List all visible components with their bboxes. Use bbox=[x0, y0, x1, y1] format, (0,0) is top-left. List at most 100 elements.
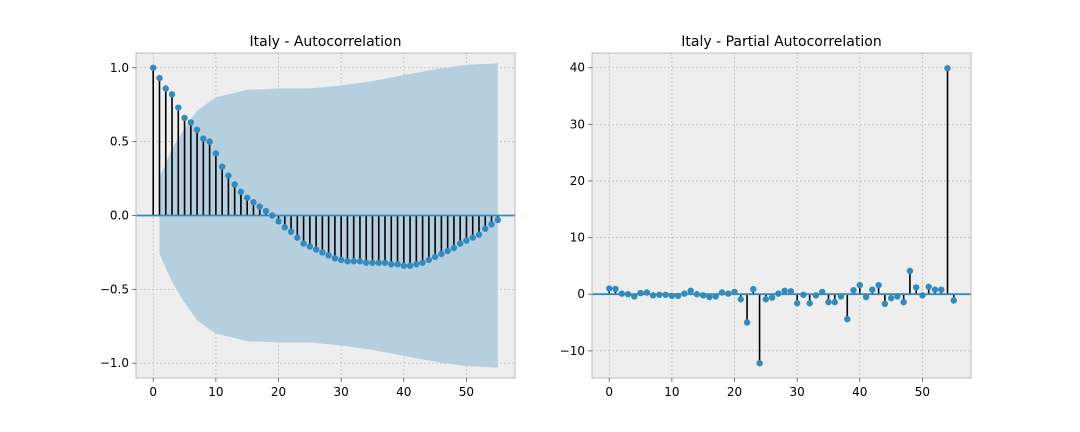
acf-point bbox=[306, 243, 314, 250]
acf-point bbox=[337, 256, 345, 264]
acf-point bbox=[319, 249, 326, 256]
acf-point bbox=[363, 259, 370, 266]
acf-x-tick-label: 50 bbox=[459, 385, 474, 399]
acf-point bbox=[381, 259, 389, 266]
acf-point bbox=[312, 246, 320, 253]
acf-point bbox=[225, 172, 232, 179]
pacf-point bbox=[800, 291, 807, 298]
pacf-point bbox=[718, 289, 726, 296]
acf-chart: 0 10 20 30 40 50 −1.0 −0.5 0.0 0.5 1.0 Italy - Auto… bbox=[100, 34, 516, 399]
acf-point bbox=[419, 259, 426, 266]
acf-point bbox=[394, 261, 401, 268]
acf-point bbox=[162, 85, 169, 92]
pacf-point bbox=[875, 281, 882, 289]
acf-y-tick-label: 0.5 bbox=[110, 135, 129, 149]
acf-point bbox=[375, 259, 382, 266]
pacf-x-tick-label: 40 bbox=[852, 385, 867, 399]
pacf-point bbox=[624, 291, 632, 298]
pacf-point bbox=[775, 290, 782, 297]
pacf-point bbox=[850, 287, 857, 294]
pacf-point bbox=[637, 289, 644, 297]
acf-point bbox=[150, 64, 157, 71]
acf-point bbox=[156, 74, 163, 82]
pacf-point bbox=[919, 292, 926, 299]
pacf-frame bbox=[591, 52, 972, 379]
pacf-point bbox=[869, 286, 876, 293]
pacf-x-tick-label: 50 bbox=[915, 385, 930, 399]
pacf-point bbox=[862, 293, 870, 301]
pacf-point bbox=[881, 300, 889, 308]
pacf-point bbox=[743, 319, 751, 326]
acf-y-tick-label: −1.0 bbox=[100, 356, 129, 370]
pacf-y-tick-label: 10 bbox=[570, 231, 585, 245]
acf-point bbox=[444, 247, 451, 255]
acf-point bbox=[425, 256, 433, 264]
pacf-point bbox=[819, 288, 826, 296]
acf-point bbox=[275, 218, 282, 225]
pacf-point bbox=[781, 287, 788, 295]
acf-point bbox=[269, 212, 276, 219]
pacf-point bbox=[681, 290, 688, 297]
acf-point bbox=[469, 234, 476, 241]
pacf-x-tick-label: 10 bbox=[664, 385, 679, 399]
acf-point bbox=[325, 252, 332, 259]
acf-point bbox=[413, 261, 420, 268]
acf-point bbox=[175, 104, 182, 111]
acf-point bbox=[218, 163, 226, 170]
pacf-point bbox=[656, 291, 663, 298]
pacf-point bbox=[699, 292, 707, 299]
pacf-point bbox=[912, 284, 920, 291]
pacf-point bbox=[687, 287, 694, 295]
pacf-point bbox=[712, 293, 719, 300]
pacf-point bbox=[762, 296, 770, 303]
acf-point bbox=[488, 221, 495, 228]
acf-point bbox=[494, 216, 501, 224]
acf-point bbox=[400, 262, 408, 269]
acf-point bbox=[256, 203, 263, 210]
acf-point bbox=[250, 199, 257, 206]
acf-point bbox=[438, 250, 445, 258]
pacf-y-tick-label: 0 bbox=[577, 287, 585, 301]
acf-point bbox=[281, 224, 288, 231]
acf-point bbox=[350, 258, 357, 265]
pacf-point bbox=[806, 300, 813, 307]
pacf-point bbox=[756, 360, 763, 367]
acf-y-tick-label: 0.0 bbox=[110, 209, 129, 223]
pacf-point bbox=[674, 292, 682, 300]
pacf-x-tick-label: 0 bbox=[605, 385, 613, 399]
pacf-point bbox=[856, 281, 864, 289]
pacf-point bbox=[906, 267, 914, 275]
acf-point bbox=[181, 114, 188, 122]
pacf-point bbox=[938, 286, 945, 293]
pacf-point bbox=[662, 291, 669, 298]
acf-point bbox=[331, 255, 339, 262]
pacf-point bbox=[950, 297, 957, 304]
pacf-point bbox=[931, 286, 939, 293]
pacf-x-tick-label: 20 bbox=[727, 385, 742, 399]
pacf-point bbox=[894, 293, 901, 300]
pacf-point bbox=[737, 296, 744, 303]
acf-point bbox=[431, 253, 439, 261]
pacf-point bbox=[643, 289, 651, 296]
acf-point bbox=[237, 188, 245, 196]
acf-point bbox=[388, 261, 395, 268]
pacf-point bbox=[668, 292, 676, 300]
pacf-point bbox=[631, 293, 638, 300]
pacf-chart-title: Italy - Partial Autocorrelation bbox=[681, 34, 881, 50]
acf-point bbox=[212, 150, 220, 157]
acf-point bbox=[287, 228, 295, 235]
pacf-y-tick-label: 40 bbox=[570, 61, 585, 75]
acf-point bbox=[406, 262, 414, 269]
pacf-point bbox=[725, 290, 732, 297]
acf-x-tick-label: 20 bbox=[271, 385, 286, 399]
acf-y-tick-label: 1.0 bbox=[110, 61, 129, 75]
acf-chart-title: Italy - Autocorrelation bbox=[250, 34, 402, 50]
acf-point bbox=[463, 237, 470, 244]
pacf-point bbox=[831, 298, 838, 306]
acf-plot-area bbox=[136, 63, 515, 368]
pacf-point bbox=[925, 283, 932, 291]
pacf-point bbox=[812, 292, 820, 299]
acf-point bbox=[450, 244, 458, 252]
acf-point bbox=[206, 138, 213, 145]
